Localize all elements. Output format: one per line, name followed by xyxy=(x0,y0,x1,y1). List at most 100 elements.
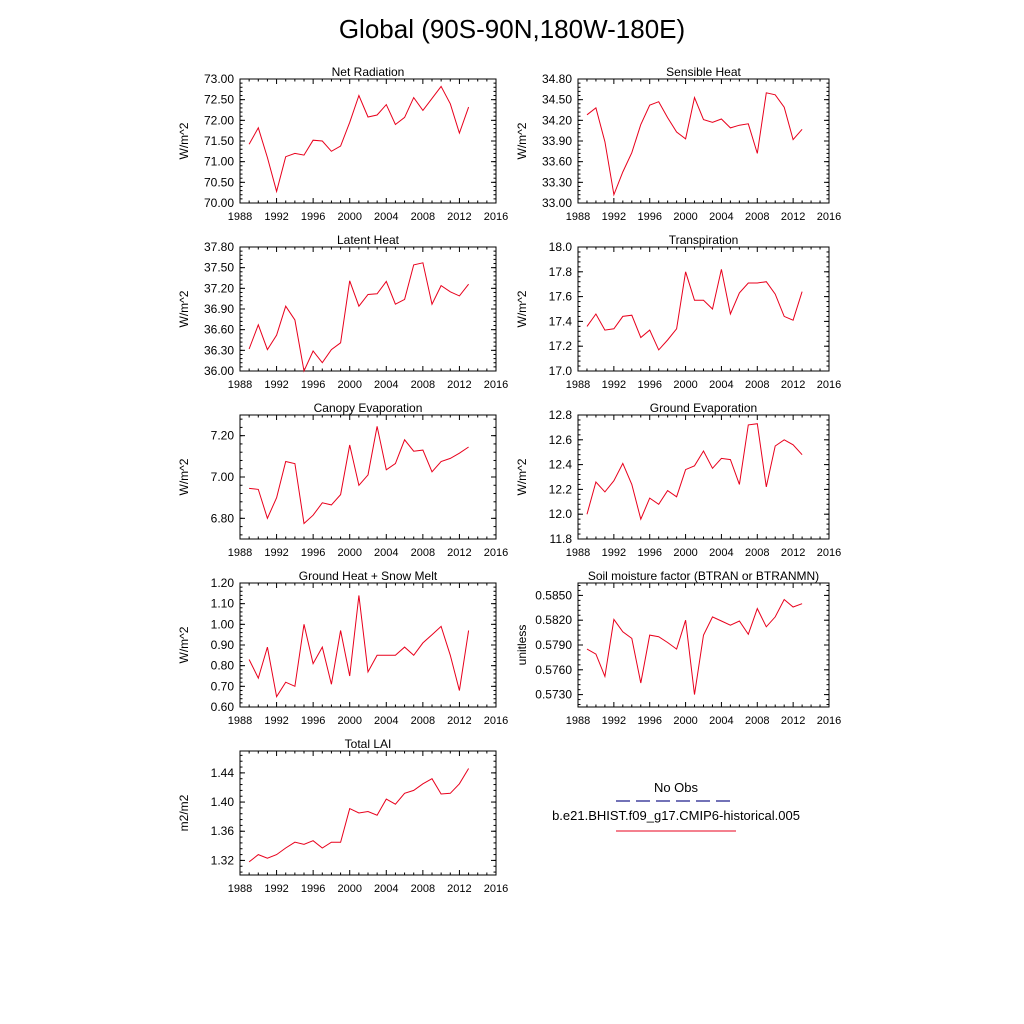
x-tick-label: 1988 xyxy=(566,379,590,391)
x-tick-label: 1996 xyxy=(301,379,325,391)
y-axis-label: W/m^2 xyxy=(515,458,529,495)
y-tick-label: 7.20 xyxy=(211,429,235,443)
panel-0: 1988 1992 1996 2000 2004 2008 2012 2016 70.00 70.… xyxy=(177,65,508,223)
x-tick-label: 1996 xyxy=(637,211,661,223)
x-tick-label: 2016 xyxy=(484,715,508,727)
x-tick-label: 1988 xyxy=(228,211,252,223)
panel-3: 1988 1992 1996 2000 2004 2008 2012 2016 17.0 17.2… xyxy=(515,233,841,391)
x-tick-label: 2012 xyxy=(781,547,805,559)
x-tick-label: 1992 xyxy=(602,379,626,391)
x-tick-label: 2008 xyxy=(745,715,769,727)
plot-frame xyxy=(239,750,497,876)
y-tick-label: 71.00 xyxy=(204,155,234,169)
legend-label-case: b.e21.BHIST.f09_g17.CMIP6-historical.005 xyxy=(552,808,800,823)
y-tick-label: 34.20 xyxy=(542,113,572,127)
x-tick-label: 1988 xyxy=(228,379,252,391)
series-line xyxy=(586,598,803,695)
x-tick-label: 1992 xyxy=(602,547,626,559)
y-tick-label: 37.20 xyxy=(204,281,234,295)
panel-title: Sensible Heat xyxy=(666,65,741,79)
y-tick-label: 36.90 xyxy=(204,302,234,316)
x-tick-label: 2000 xyxy=(673,211,697,223)
panel-7: 1988 1992 1996 2000 2004 2008 2012 2016 0.5730 0.… xyxy=(515,569,841,727)
y-tick-label: 17.6 xyxy=(549,290,573,304)
y-tick-label: 1.44 xyxy=(211,766,235,780)
y-tick-label: 36.60 xyxy=(204,323,234,337)
y-axis-label: unitless xyxy=(515,625,529,666)
plot-frame xyxy=(239,246,497,372)
y-tick-label: 0.5790 xyxy=(535,638,572,652)
y-axis-label: W/m^2 xyxy=(515,290,529,327)
x-tick-label: 2016 xyxy=(817,547,841,559)
panel-title: Ground Evaporation xyxy=(650,401,757,415)
panel-title: Net Radiation xyxy=(332,65,405,79)
panel-4: 1988 1992 1996 2000 2004 2008 2012 2016 6.80 7.00… xyxy=(177,401,508,559)
plot-frame xyxy=(239,582,497,708)
y-axis-label: W/m^2 xyxy=(177,290,191,327)
y-tick-label: 7.00 xyxy=(211,470,235,484)
x-tick-label: 2004 xyxy=(709,547,733,559)
x-tick-label: 2004 xyxy=(374,883,398,895)
x-tick-label: 2008 xyxy=(745,379,769,391)
x-tick-label: 1988 xyxy=(228,547,252,559)
panel-6: 1988 1992 1996 2000 2004 2008 2012 2016 0.60 0.70… xyxy=(177,569,508,727)
y-tick-label: 1.36 xyxy=(211,824,235,838)
y-axis-label: W/m^2 xyxy=(177,626,191,663)
x-tick-label: 1992 xyxy=(264,715,288,727)
y-tick-label: 71.50 xyxy=(204,134,234,148)
series-line xyxy=(586,423,803,521)
y-tick-label: 0.60 xyxy=(211,700,235,714)
legend: No Obs b.e21.BHIST.f09_g17.CMIP6-historic… xyxy=(552,780,800,832)
x-tick-label: 2004 xyxy=(374,211,398,223)
x-tick-label: 2008 xyxy=(411,211,435,223)
x-tick-label: 2000 xyxy=(337,211,361,223)
x-tick-label: 1992 xyxy=(264,883,288,895)
y-tick-label: 17.0 xyxy=(549,364,573,378)
x-tick-label: 1992 xyxy=(264,379,288,391)
y-axis-label: W/m^2 xyxy=(515,122,529,159)
y-tick-label: 37.50 xyxy=(204,261,234,275)
x-tick-label: 2004 xyxy=(374,547,398,559)
x-tick-label: 2008 xyxy=(411,715,435,727)
panel-1: 1988 1992 1996 2000 2004 2008 2012 2016 33.00 33.… xyxy=(515,65,841,223)
x-tick-label: 1988 xyxy=(566,547,590,559)
x-tick-label: 2016 xyxy=(484,883,508,895)
y-tick-label: 33.90 xyxy=(542,134,572,148)
x-tick-label: 2016 xyxy=(484,547,508,559)
x-tick-label: 2000 xyxy=(673,379,697,391)
plot-frame xyxy=(577,246,830,372)
x-tick-label: 1988 xyxy=(566,715,590,727)
panel-title: Total LAI xyxy=(345,737,392,751)
x-tick-label: 2016 xyxy=(817,715,841,727)
panel-2: 1988 1992 1996 2000 2004 2008 2012 2016 36.00 36.… xyxy=(177,233,508,391)
x-tick-label: 1996 xyxy=(301,715,325,727)
y-tick-label: 34.80 xyxy=(542,72,572,86)
x-tick-label: 2000 xyxy=(337,379,361,391)
x-tick-label: 2012 xyxy=(447,547,471,559)
x-tick-label: 2008 xyxy=(411,883,435,895)
x-tick-label: 2004 xyxy=(374,379,398,391)
y-tick-label: 17.4 xyxy=(549,314,573,328)
series-line xyxy=(248,768,470,863)
panel-title: Soil moisture factor (BTRAN or BTRANMN) xyxy=(588,569,819,583)
x-tick-label: 2004 xyxy=(709,715,733,727)
x-tick-label: 1992 xyxy=(602,715,626,727)
x-tick-label: 1996 xyxy=(637,715,661,727)
y-tick-label: 72.50 xyxy=(204,93,234,107)
x-tick-label: 2012 xyxy=(447,883,471,895)
x-tick-label: 2004 xyxy=(374,715,398,727)
series-line xyxy=(248,595,470,699)
y-tick-label: 0.80 xyxy=(211,659,235,673)
y-tick-label: 18.0 xyxy=(549,240,573,254)
series-line xyxy=(248,262,469,373)
x-tick-label: 2012 xyxy=(447,211,471,223)
y-tick-label: 1.32 xyxy=(211,853,235,867)
y-tick-label: 12.2 xyxy=(549,482,573,496)
series-line xyxy=(249,426,469,525)
panel-title: Transpiration xyxy=(669,233,739,247)
y-tick-label: 0.5730 xyxy=(535,688,572,702)
x-tick-label: 2004 xyxy=(709,379,733,391)
panel-8: 1988 1992 1996 2000 2004 2008 2012 2016 1.32 1.36… xyxy=(177,737,508,895)
x-tick-label: 1992 xyxy=(602,211,626,223)
